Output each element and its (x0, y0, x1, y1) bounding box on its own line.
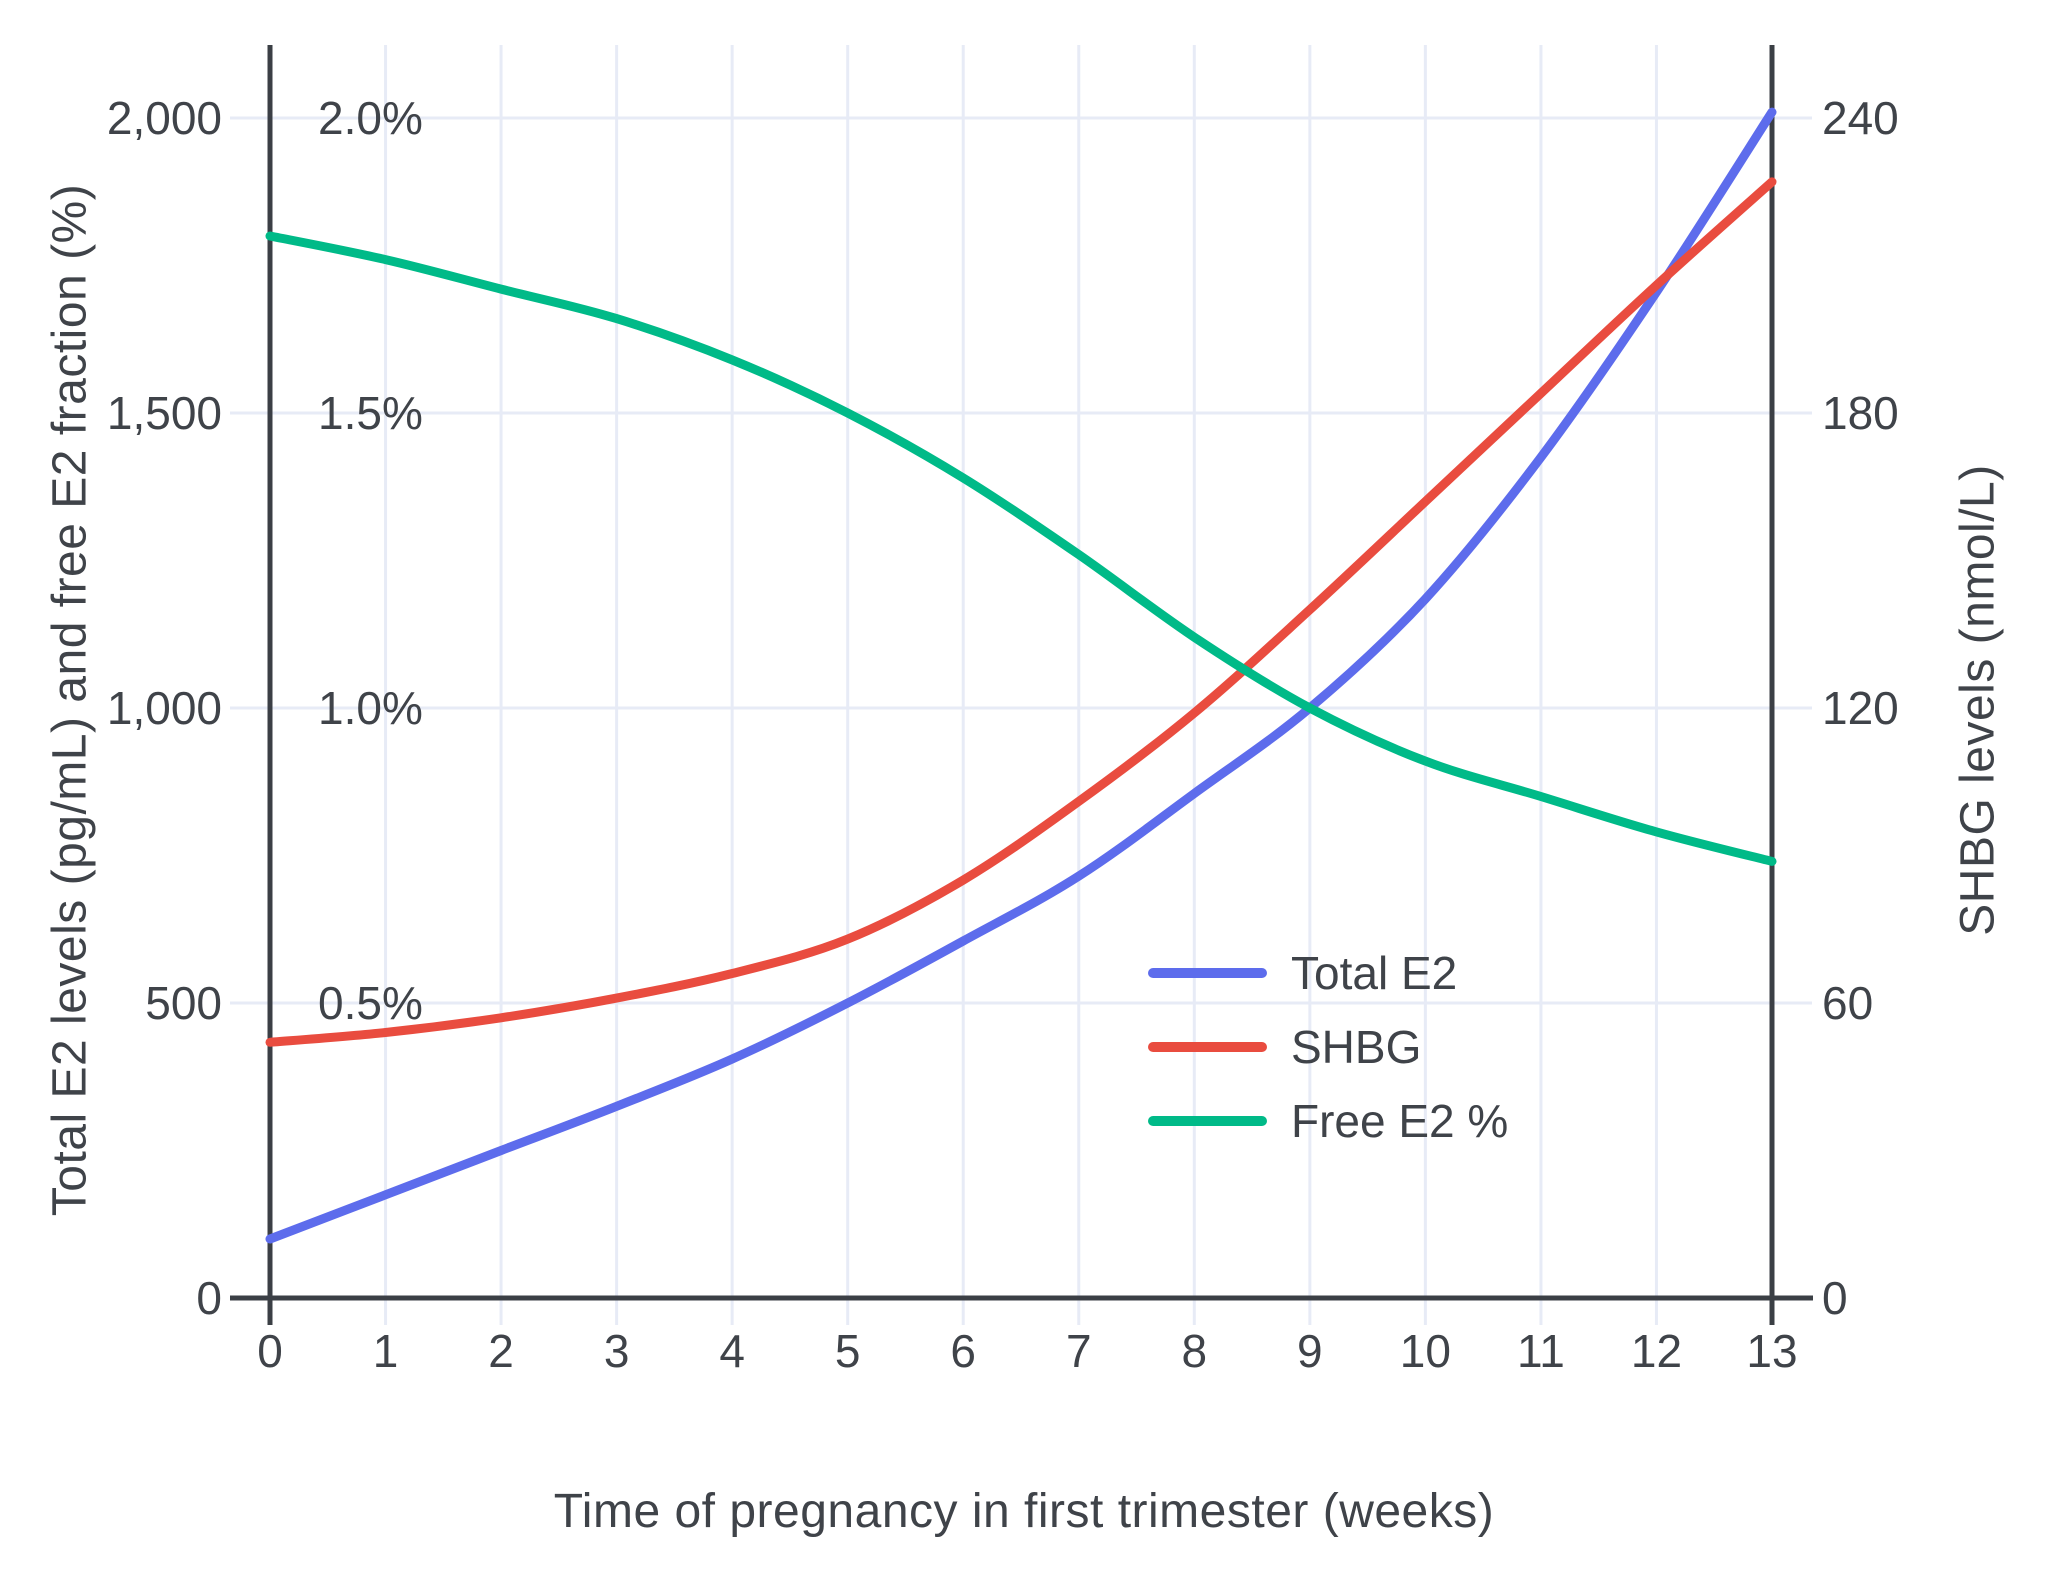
y-axis-right-title: SHBG levels (nmol/L) (1951, 464, 2005, 936)
legend-label-shbg: SHBG (1291, 1021, 1422, 1073)
percent-tick-label: 1.0% (318, 682, 423, 734)
legend-item-total-e2[interactable]: Total E2 (1148, 936, 1508, 1010)
series-line-shbg (265, 177, 1777, 1047)
y-axis-right-tick-label: 60 (1822, 977, 1873, 1029)
x-axis-tick-label: 0 (257, 1325, 283, 1377)
x-axis-tick-label: 1 (373, 1325, 399, 1377)
x-axis-tick-label: 2 (488, 1325, 514, 1377)
series-line-free-e2 (265, 231, 1777, 866)
y-axis-right-tick-label: 0 (1822, 1272, 1848, 1324)
x-axis-tick-label: 8 (1182, 1325, 1208, 1377)
legend-label-free-e2: Free E2 % (1291, 1095, 1509, 1147)
percent-tick-label: 0.5% (318, 977, 423, 1029)
x-axis-tick-label: 4 (719, 1325, 745, 1377)
legend-swatch-total-e2 (1148, 968, 1267, 978)
x-axis-tick-label: 6 (950, 1325, 976, 1377)
x-axis-tick-label: 13 (1746, 1325, 1797, 1377)
x-axis-tick-label: 7 (1066, 1325, 1092, 1377)
y-axis-right-tick-label: 180 (1822, 387, 1899, 439)
y-axis-left-title: Total E2 levels (pg/mL) and free E2 frac… (43, 183, 97, 1217)
y-axis-right-tick-label: 120 (1822, 682, 1899, 734)
y-axis-left-tick-label: 500 (145, 977, 222, 1029)
percent-tick-label: 2.0% (318, 92, 423, 144)
legend-swatch-free-e2 (1148, 1116, 1267, 1126)
x-axis-tick-label: 12 (1631, 1325, 1682, 1377)
legend-label-total-e2: Total E2 (1291, 947, 1458, 999)
x-axis-tick-label: 11 (1517, 1325, 1565, 1377)
series-line-total-e2 (265, 107, 1777, 1244)
x-axis-tick-label: 10 (1400, 1325, 1451, 1377)
y-axis-left-tick-label: 1,000 (107, 682, 222, 734)
x-axis-title: Time of pregnancy in first trimester (we… (553, 1485, 1495, 1538)
legend: Total E2 SHBG Free E2 % (1148, 936, 1508, 1158)
y-axis-left-tick-label: 2,000 (107, 92, 222, 144)
y-axis-left-tick-label: 0 (196, 1272, 222, 1324)
legend-item-shbg[interactable]: SHBG (1148, 1010, 1508, 1084)
x-axis-tick-label: 3 (604, 1325, 630, 1377)
x-axis-tick-label: 9 (1297, 1325, 1323, 1377)
y-axis-left-tick-label: 1,500 (107, 387, 222, 439)
y-axis-right-tick-label: 240 (1822, 92, 1899, 144)
percent-tick-label: 1.5% (318, 387, 423, 439)
x-axis-tick-label: 5 (835, 1325, 861, 1377)
legend-item-free-e2[interactable]: Free E2 % (1148, 1084, 1508, 1158)
legend-swatch-shbg (1148, 1042, 1267, 1052)
